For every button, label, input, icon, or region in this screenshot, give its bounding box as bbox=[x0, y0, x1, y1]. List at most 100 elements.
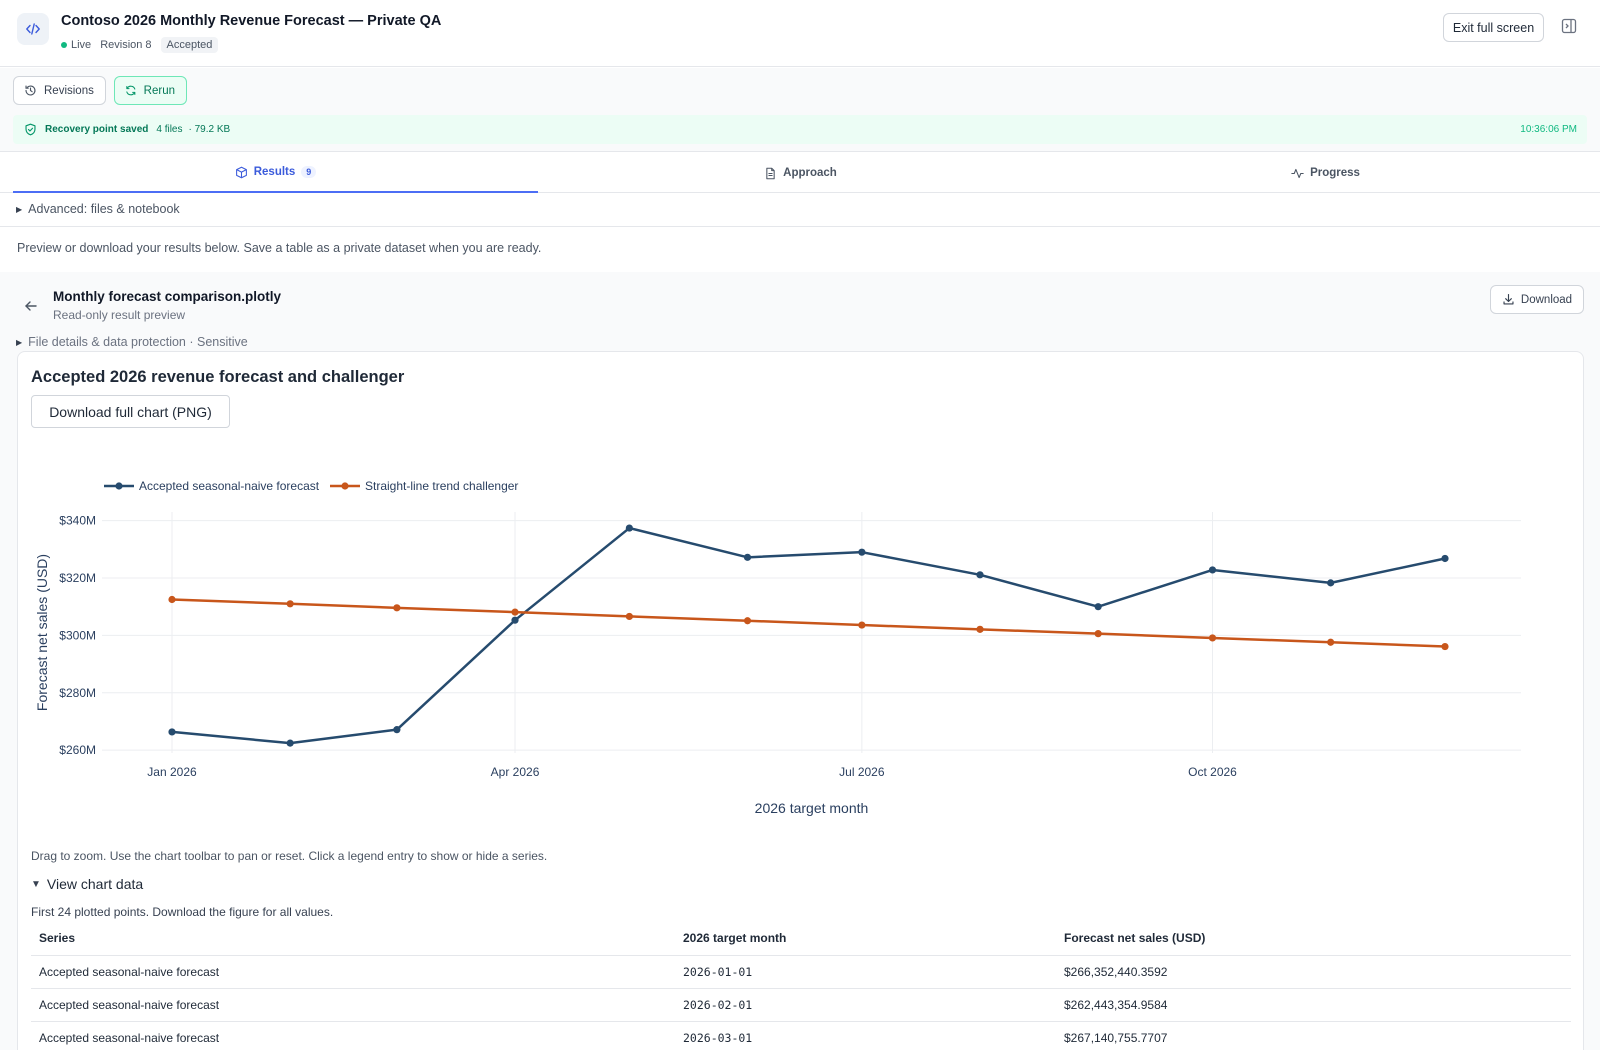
table-cell-month: 2026-03-01 bbox=[675, 1021, 1056, 1050]
file-details-toggle[interactable]: ▶ File details & data protection · Sensi… bbox=[16, 335, 248, 349]
series-line-0 bbox=[171, 526, 1446, 745]
intro-text: Preview or download your results below. … bbox=[17, 241, 542, 255]
refresh-icon bbox=[126, 85, 136, 96]
chart-data-table: Series 2026 target month Forecast net sa… bbox=[31, 922, 1571, 1050]
legend-item[interactable]: Accepted seasonal-naive forecast bbox=[104, 479, 320, 493]
data-point bbox=[393, 604, 401, 612]
data-point bbox=[168, 728, 176, 736]
live-status: Live bbox=[71, 39, 92, 51]
tab-results-label: Results bbox=[253, 166, 296, 178]
tab-progress-label: Progress bbox=[1310, 167, 1360, 179]
data-point bbox=[168, 595, 176, 604]
exit-full-screen-button[interactable]: Exit full screen bbox=[1443, 13, 1544, 42]
download-button[interactable]: Download bbox=[1490, 285, 1584, 314]
col-header-sales: Forecast net sales (USD) bbox=[1056, 922, 1571, 956]
data-point bbox=[393, 726, 401, 734]
view-data-label: View chart data bbox=[46, 876, 144, 892]
caret-down-icon: ▼ bbox=[31, 878, 41, 890]
data-point bbox=[286, 739, 294, 747]
tab-results[interactable]: Results 9 bbox=[13, 153, 538, 193]
page-title: Contoso 2026 Monthly Revenue Forecast — … bbox=[61, 13, 442, 29]
y-tick-label: $320M bbox=[59, 571, 96, 585]
recovery-label: Recovery point saved bbox=[45, 124, 149, 135]
table-row: Accepted seasonal-naive forecast 2026-02… bbox=[31, 988, 1571, 1022]
revisions-button[interactable]: Revisions bbox=[13, 76, 106, 105]
file-details-label: File details & data protection · Sensiti… bbox=[28, 335, 248, 349]
file-subtitle: Read-only result preview bbox=[53, 308, 186, 322]
x-axis-title: 2026 target month bbox=[755, 800, 869, 816]
back-arrow-icon[interactable] bbox=[23, 298, 39, 314]
tab-approach-label: Approach bbox=[783, 167, 837, 179]
y-tick-label: $300M bbox=[59, 628, 96, 642]
data-point bbox=[625, 612, 633, 621]
col-header-series: Series bbox=[31, 922, 675, 956]
table-header-row: Series 2026 target month Forecast net sa… bbox=[31, 922, 1571, 956]
table-cell-month: 2026-01-01 bbox=[675, 955, 1056, 989]
recovery-size: · 79.2 KB bbox=[188, 124, 231, 135]
tab-bar: Results 9 Approach Progress bbox=[0, 153, 1600, 193]
rerun-button[interactable]: Rerun bbox=[114, 76, 187, 105]
legend-label: Accepted seasonal-naive forecast bbox=[139, 479, 320, 493]
data-point bbox=[976, 625, 984, 633]
recovery-files: 4 files bbox=[156, 124, 183, 135]
data-point bbox=[858, 621, 866, 629]
y-tick-label: $260M bbox=[59, 743, 96, 757]
data-point bbox=[1208, 566, 1217, 574]
data-point bbox=[1208, 634, 1217, 642]
history-icon bbox=[25, 85, 36, 96]
data-point bbox=[511, 616, 519, 624]
data-point bbox=[1441, 554, 1449, 563]
download-png-button[interactable]: Download full chart (PNG) bbox=[31, 395, 230, 428]
legend-item[interactable]: Straight-line trend challenger bbox=[330, 479, 518, 493]
download-icon bbox=[1503, 294, 1514, 305]
y-tick-label: $280M bbox=[59, 686, 96, 700]
revision-label: Revision 8 bbox=[100, 39, 152, 51]
col-header-month: 2026 target month bbox=[675, 922, 1056, 956]
data-point bbox=[743, 617, 752, 625]
tab-approach[interactable]: Approach bbox=[538, 153, 1063, 193]
data-point bbox=[511, 608, 519, 616]
table-row: Accepted seasonal-naive forecast 2026-01… bbox=[31, 955, 1571, 989]
toolbar: Revisions Rerun Recovery point saved 4 f… bbox=[0, 68, 1600, 152]
table-cell-sales: $267,140,755.7707 bbox=[1056, 1021, 1571, 1050]
table-cell-series: Accepted seasonal-naive forecast bbox=[31, 988, 675, 1022]
data-point bbox=[1327, 579, 1335, 587]
caret-right-icon: ▶ bbox=[16, 337, 23, 347]
data-point bbox=[1094, 630, 1102, 638]
view-chart-data-toggle[interactable]: ▼ View chart data bbox=[31, 876, 143, 892]
file-name: Monthly forecast comparison.plotly bbox=[53, 289, 282, 304]
recovery-banner: Recovery point saved 4 files · 79.2 KB 1… bbox=[13, 115, 1587, 144]
tab-progress[interactable]: Progress bbox=[1063, 153, 1588, 193]
data-point bbox=[1094, 603, 1102, 611]
data-point bbox=[976, 571, 984, 579]
caret-right-icon: ▶ bbox=[16, 204, 23, 214]
x-tick-label: Jan 2026 bbox=[147, 765, 197, 779]
series-line-1 bbox=[171, 598, 1446, 648]
legend-marker bbox=[341, 482, 349, 490]
live-status-dot bbox=[61, 42, 67, 48]
code-icon bbox=[17, 13, 49, 45]
recovery-time: 10:36:06 PM bbox=[1520, 124, 1577, 135]
x-tick-label: Oct 2026 bbox=[1188, 765, 1237, 779]
table-cell-sales: $266,352,440.3592 bbox=[1056, 955, 1571, 989]
legend-label: Straight-line trend challenger bbox=[365, 479, 518, 493]
chart-data-note: First 24 plotted points. Download the fi… bbox=[31, 905, 334, 919]
table-row: Accepted seasonal-naive forecast 2026-03… bbox=[31, 1021, 1571, 1050]
download-label: Download bbox=[1520, 293, 1573, 306]
table-cell-series: Accepted seasonal-naive forecast bbox=[31, 1021, 675, 1050]
results-count-badge: 9 bbox=[301, 166, 317, 178]
document-icon bbox=[766, 167, 775, 179]
data-point bbox=[625, 524, 633, 532]
chart-card-title: Accepted 2026 revenue forecast and chall… bbox=[31, 368, 405, 386]
cube-icon bbox=[235, 166, 247, 178]
status-meta: Live Revision 8 Accepted bbox=[61, 37, 219, 53]
data-point bbox=[286, 600, 294, 608]
app-header: Contoso 2026 Monthly Revenue Forecast — … bbox=[0, 0, 1600, 67]
sidebar-toggle-icon[interactable] bbox=[1560, 17, 1578, 35]
accepted-badge: Accepted bbox=[160, 37, 219, 53]
advanced-files-toggle[interactable]: ▶ Advanced: files & notebook bbox=[16, 202, 180, 216]
x-tick-label: Apr 2026 bbox=[491, 765, 540, 779]
rerun-label: Rerun bbox=[143, 84, 175, 97]
line-chart[interactable]: Accepted seasonal-naive forecast Straight… bbox=[18, 352, 1583, 832]
x-tick-label: Jul 2026 bbox=[839, 765, 885, 779]
